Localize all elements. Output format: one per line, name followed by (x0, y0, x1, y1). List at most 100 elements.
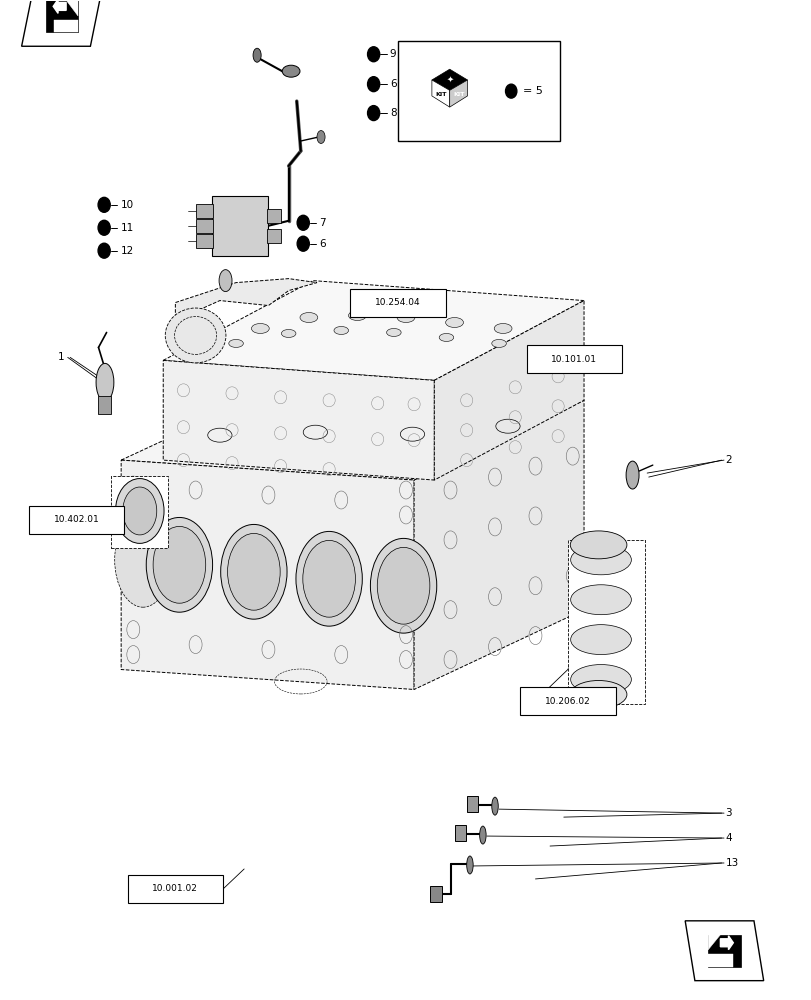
Text: KIT: KIT (453, 92, 464, 97)
Circle shape (98, 220, 110, 235)
Ellipse shape (227, 533, 280, 610)
Bar (195, 234, 213, 248)
Polygon shape (121, 380, 583, 480)
Bar (520, 687, 615, 715)
Ellipse shape (625, 461, 638, 489)
Ellipse shape (221, 524, 287, 619)
Text: 8: 8 (389, 108, 396, 118)
Circle shape (297, 236, 309, 251)
Ellipse shape (281, 329, 295, 337)
Ellipse shape (115, 479, 164, 543)
Ellipse shape (494, 323, 512, 333)
Bar (454, 825, 466, 841)
Bar (29, 506, 124, 534)
Bar (397, 41, 559, 141)
Ellipse shape (491, 339, 506, 347)
Text: 1: 1 (58, 352, 65, 362)
Ellipse shape (282, 65, 299, 77)
Ellipse shape (229, 339, 243, 347)
Circle shape (98, 197, 110, 212)
Ellipse shape (219, 270, 232, 292)
Ellipse shape (295, 531, 362, 626)
Ellipse shape (570, 545, 631, 575)
Polygon shape (46, 0, 78, 32)
Text: 11: 11 (120, 223, 134, 233)
Ellipse shape (570, 665, 631, 694)
Ellipse shape (303, 540, 355, 617)
Polygon shape (175, 279, 316, 320)
Ellipse shape (536, 346, 549, 354)
Ellipse shape (96, 363, 114, 401)
Ellipse shape (153, 526, 205, 603)
Bar (212, 196, 268, 256)
Circle shape (367, 47, 380, 62)
Text: 3: 3 (725, 808, 732, 818)
Text: 10.206.02: 10.206.02 (544, 697, 590, 706)
Bar (430, 886, 441, 902)
Ellipse shape (570, 585, 631, 615)
Ellipse shape (122, 487, 157, 535)
Text: 13: 13 (725, 858, 738, 868)
Text: 10.254.04: 10.254.04 (375, 298, 420, 307)
Ellipse shape (569, 531, 626, 559)
Bar (127, 875, 223, 903)
Polygon shape (684, 921, 762, 981)
Text: 4: 4 (725, 833, 732, 843)
Text: 2: 2 (725, 455, 732, 465)
Bar (195, 219, 213, 233)
Text: 10: 10 (120, 200, 133, 210)
Ellipse shape (445, 318, 463, 327)
Text: 7: 7 (319, 218, 326, 228)
Bar (466, 796, 478, 812)
Bar (98, 396, 111, 414)
Ellipse shape (253, 48, 261, 62)
Ellipse shape (439, 333, 453, 341)
Polygon shape (434, 301, 583, 480)
Ellipse shape (333, 326, 348, 334)
Text: 12: 12 (120, 246, 134, 256)
Circle shape (297, 215, 309, 230)
Ellipse shape (479, 826, 486, 844)
Circle shape (98, 243, 110, 258)
Text: 10.001.02: 10.001.02 (152, 884, 198, 893)
Ellipse shape (386, 328, 401, 336)
Polygon shape (431, 80, 449, 107)
Polygon shape (707, 935, 719, 950)
Ellipse shape (377, 547, 429, 624)
Ellipse shape (466, 856, 473, 874)
Circle shape (367, 106, 380, 121)
Bar (350, 289, 445, 317)
Polygon shape (121, 460, 414, 689)
Text: 10.402.01: 10.402.01 (54, 515, 100, 524)
Ellipse shape (348, 311, 366, 320)
Circle shape (505, 84, 517, 98)
Text: KIT: KIT (435, 92, 446, 97)
Polygon shape (414, 400, 583, 689)
Polygon shape (707, 954, 732, 967)
FancyArrow shape (53, 0, 66, 13)
Ellipse shape (251, 323, 269, 333)
Ellipse shape (165, 308, 225, 363)
Bar (267, 209, 281, 223)
Text: ✦: ✦ (446, 75, 453, 84)
Polygon shape (54, 20, 78, 32)
Ellipse shape (569, 680, 626, 708)
Ellipse shape (570, 625, 631, 655)
FancyArrow shape (719, 936, 732, 950)
Polygon shape (163, 281, 583, 380)
Bar (111, 476, 168, 548)
Polygon shape (66, 0, 78, 16)
Text: 6: 6 (389, 79, 396, 89)
Text: 9: 9 (389, 49, 396, 59)
Polygon shape (431, 69, 467, 90)
Bar (567, 540, 644, 704)
Text: = 5: = 5 (522, 86, 542, 96)
Ellipse shape (316, 131, 324, 143)
Ellipse shape (299, 313, 317, 322)
Bar (267, 229, 281, 243)
Ellipse shape (491, 797, 498, 815)
Ellipse shape (146, 517, 212, 612)
Bar (526, 345, 621, 373)
Ellipse shape (114, 512, 171, 607)
Circle shape (367, 77, 380, 92)
